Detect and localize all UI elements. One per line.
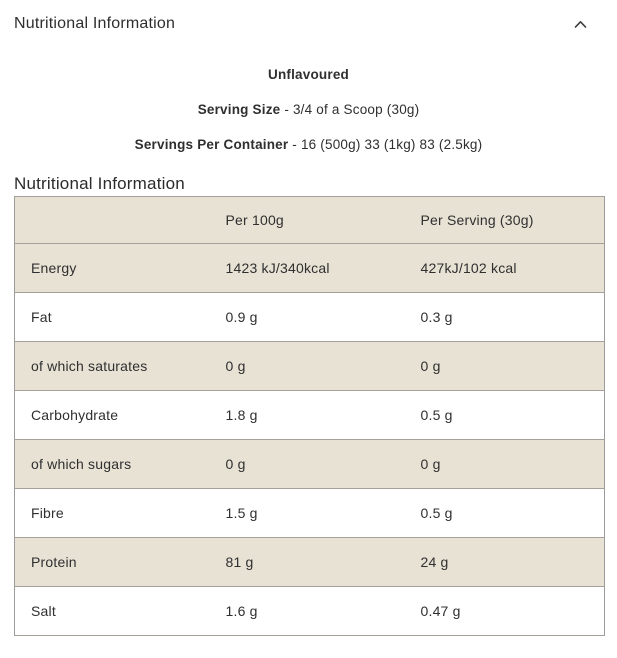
table-row-protein: Protein 81 g 24 g xyxy=(14,537,605,587)
accordion-title: Nutritional Information xyxy=(14,15,176,32)
row-per-serving: 0.5 g xyxy=(420,390,605,440)
column-header-empty xyxy=(14,196,226,244)
servings-per-container-line: Servings Per Container - 16 (500g) 33 (1… xyxy=(0,138,617,152)
row-label: Carbohydrate xyxy=(14,390,226,440)
flavour-name: Unflavoured xyxy=(268,67,349,82)
row-per-100g: 81 g xyxy=(225,537,421,587)
row-label: Energy xyxy=(14,243,226,293)
row-per-serving: 0.3 g xyxy=(420,292,605,342)
serving-size-label: Serving Size xyxy=(197,102,281,117)
nutrition-table: Per 100g Per Serving (30g) Energy 1423 k… xyxy=(14,196,605,636)
column-header-per-serving: Per Serving (30g) xyxy=(420,196,605,244)
row-per-serving: 0.47 g xyxy=(420,586,605,636)
row-per-serving: 427kJ/102 kcal xyxy=(420,243,605,293)
nutrition-table-heading: Nutritional Information xyxy=(14,174,185,193)
row-per-100g: 1.8 g xyxy=(225,390,421,440)
row-label: of which sugars xyxy=(14,439,226,489)
table-row-carbohydrate: Carbohydrate 1.8 g 0.5 g xyxy=(14,390,605,440)
table-row-energy: Energy 1423 kJ/340kcal 427kJ/102 kcal xyxy=(14,243,605,293)
row-per-100g: 0 g xyxy=(225,439,421,489)
row-label: of which saturates xyxy=(14,341,226,391)
nutritional-information-accordion-header[interactable]: Nutritional Information xyxy=(0,0,617,33)
table-row-saturates: of which saturates 0 g 0 g xyxy=(14,341,605,391)
row-label: Protein xyxy=(14,537,226,587)
serving-size-line: Serving Size - 3/4 of a Scoop (30g) xyxy=(0,103,617,117)
table-header-row: Per 100g Per Serving (30g) xyxy=(14,196,605,244)
serving-info-block: Unflavoured Serving Size - 3/4 of a Scoo… xyxy=(0,68,617,152)
table-row-fat: Fat 0.9 g 0.3 g xyxy=(14,292,605,342)
table-row-sugars: of which sugars 0 g 0 g xyxy=(14,439,605,489)
row-per-100g: 0.9 g xyxy=(225,292,421,342)
row-per-serving: 0 g xyxy=(420,439,605,489)
row-per-100g: 1.5 g xyxy=(225,488,421,538)
table-row-salt: Salt 1.6 g 0.47 g xyxy=(14,586,605,636)
row-label: Fat xyxy=(14,292,226,342)
servings-per-container-label: Servings Per Container xyxy=(134,137,289,152)
row-per-100g: 1423 kJ/340kcal xyxy=(225,243,421,293)
serving-size-value: - 3/4 of a Scoop (30g) xyxy=(280,102,420,117)
row-label: Salt xyxy=(14,586,226,636)
row-per-100g: 0 g xyxy=(225,341,421,391)
row-per-serving: 24 g xyxy=(420,537,605,587)
chevron-up-icon[interactable] xyxy=(573,17,587,31)
table-row-fibre: Fibre 1.5 g 0.5 g xyxy=(14,488,605,538)
servings-per-container-value: - 16 (500g) 33 (1kg) 83 (2.5kg) xyxy=(288,137,483,152)
column-header-per-100g: Per 100g xyxy=(225,196,421,244)
row-per-serving: 0.5 g xyxy=(420,488,605,538)
row-per-serving: 0 g xyxy=(420,341,605,391)
row-label: Fibre xyxy=(14,488,226,538)
row-per-100g: 1.6 g xyxy=(225,586,421,636)
